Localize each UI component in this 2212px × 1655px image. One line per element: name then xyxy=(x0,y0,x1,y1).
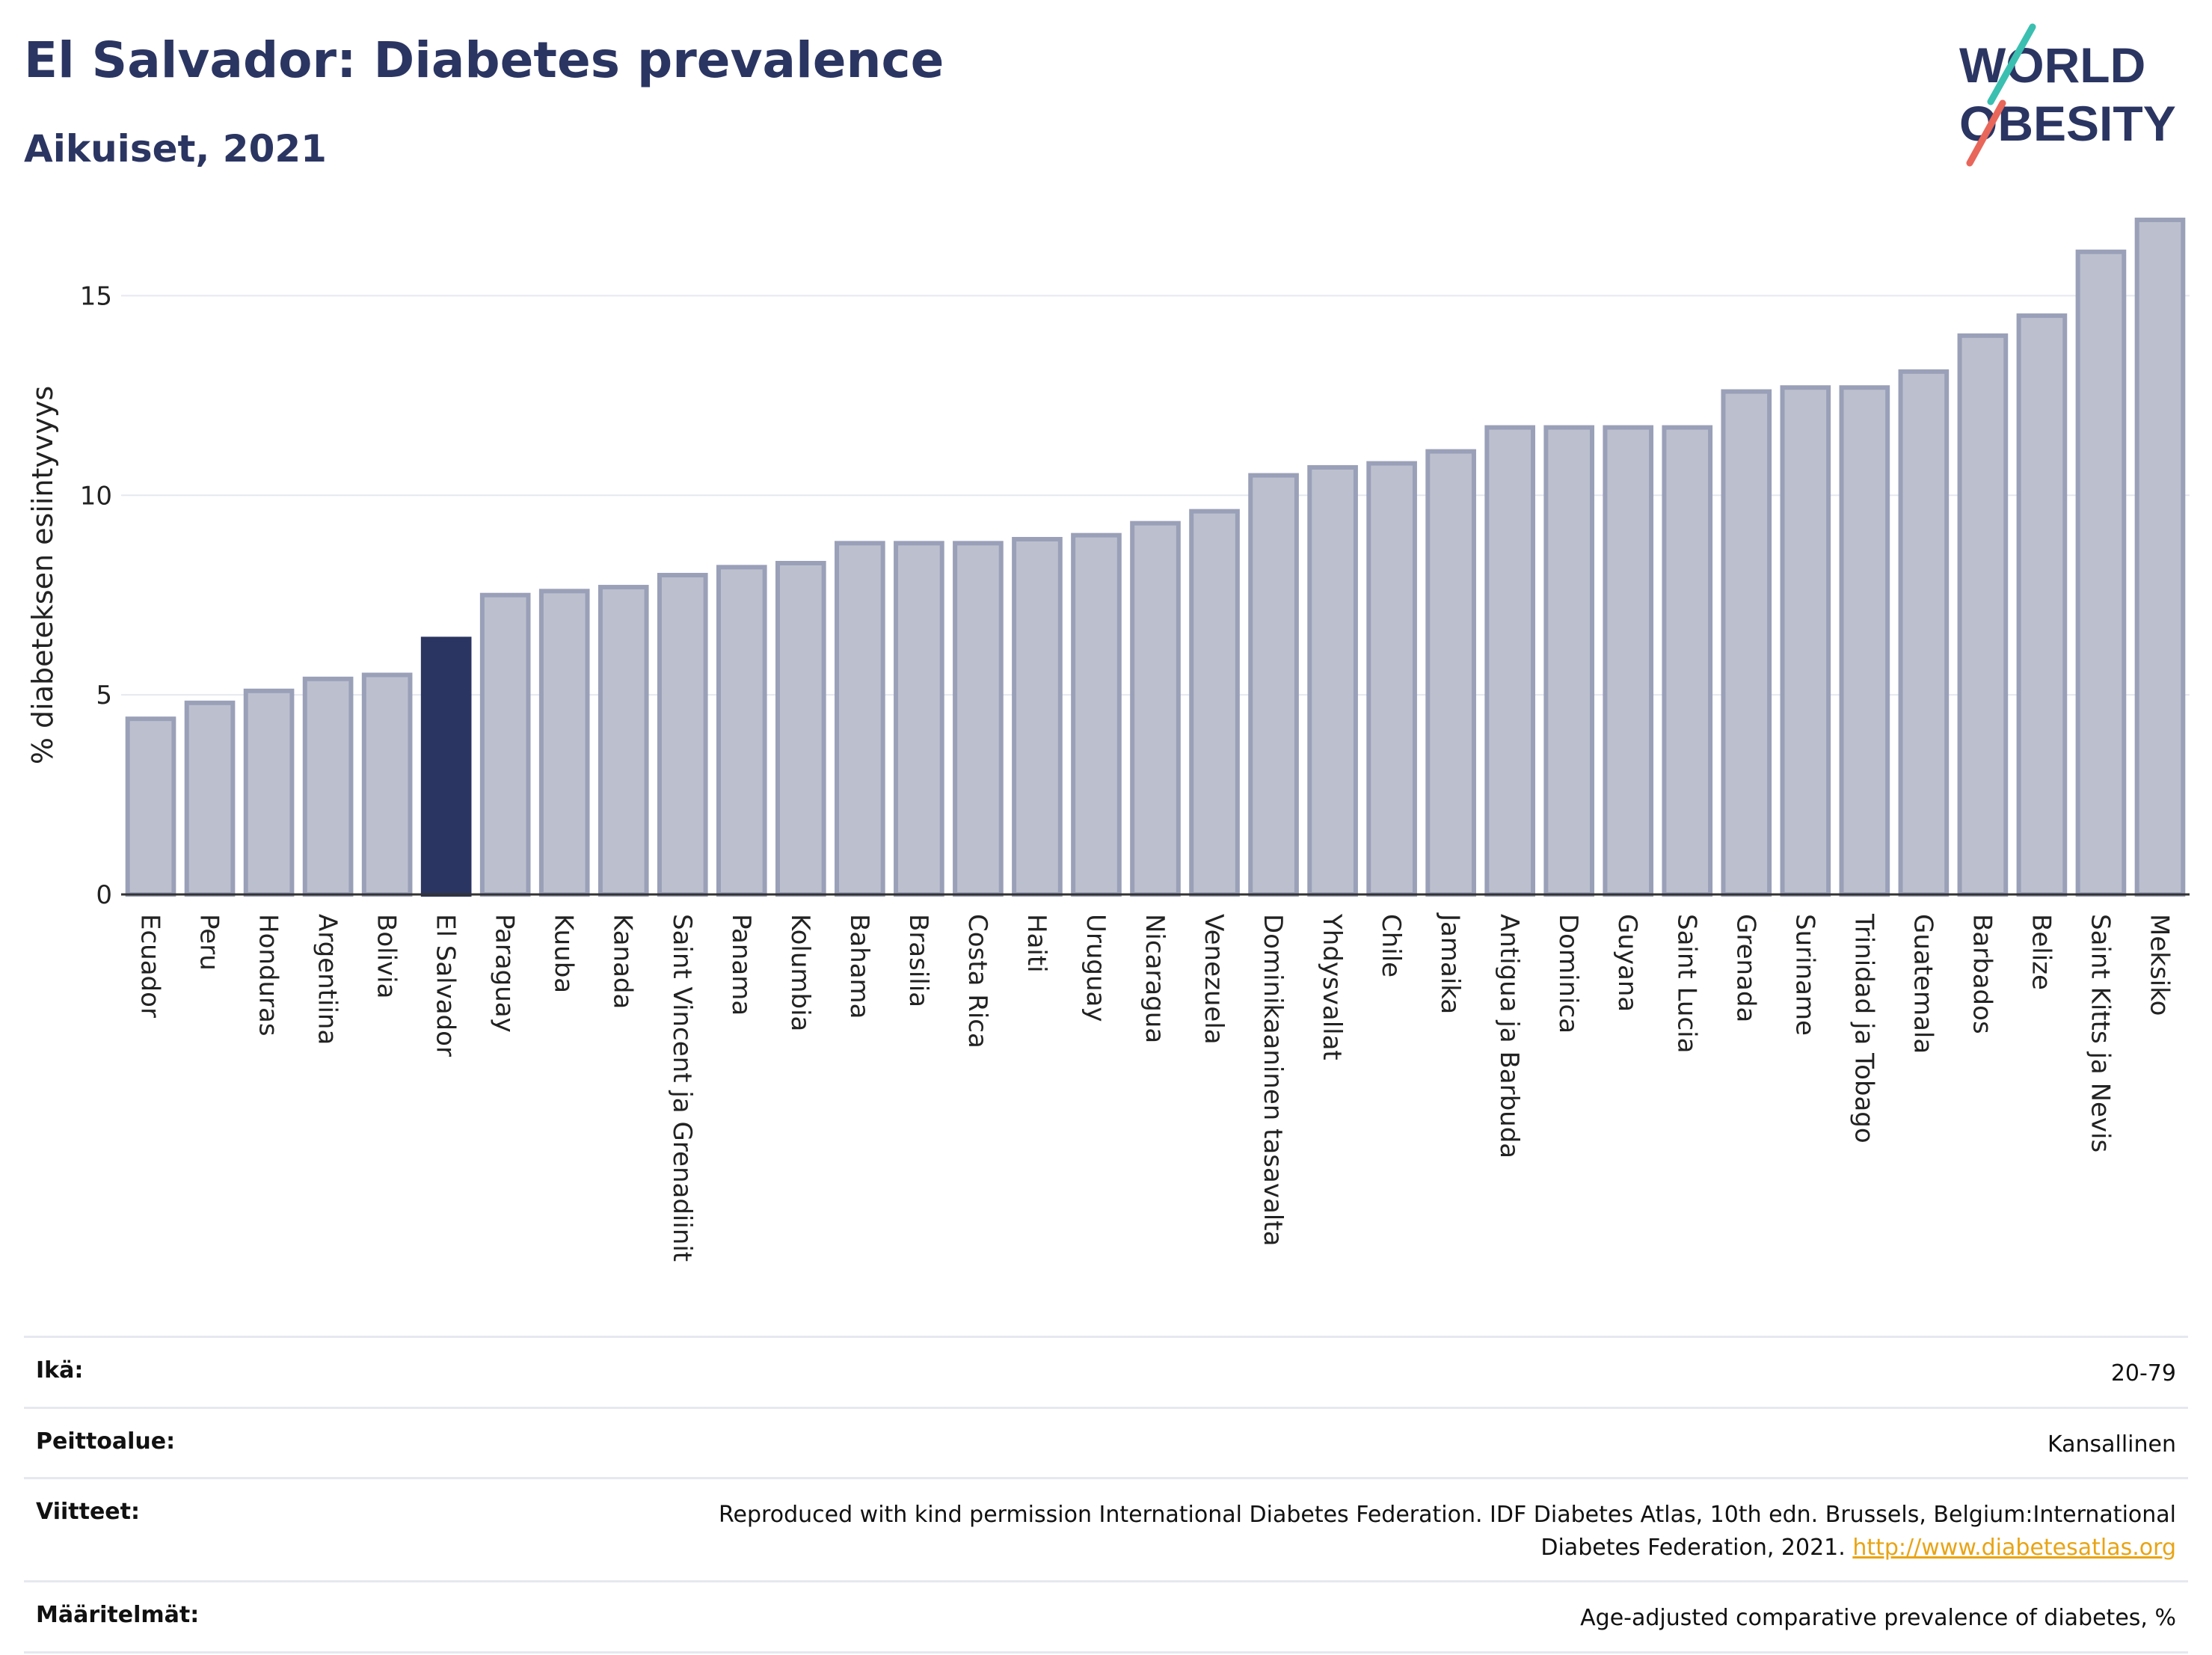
x-tick-label: Meksiko xyxy=(2144,914,2174,1016)
x-tick-label: Peru xyxy=(194,914,224,971)
x-tick-labels: Ecuador Peru Honduras Argentiina Bolivia El S… xyxy=(135,912,2175,1262)
bar xyxy=(1484,425,1535,897)
bar xyxy=(1248,473,1299,897)
x-tick-label: Suriname xyxy=(1789,914,1819,1036)
info-row-coverage: Peittoalue: Kansallinen xyxy=(24,1406,2188,1478)
x-tick-label: Brasilia xyxy=(903,914,933,1007)
x-tick-label: El Salvador xyxy=(431,914,461,1057)
x-tick-label: Saint Kitts ja Nevis xyxy=(2085,914,2115,1152)
x-tick-label: Panama xyxy=(726,914,756,1016)
x-tick-label: Saint Vincent ja Grenadiinit xyxy=(667,914,697,1262)
bar xyxy=(2016,313,2068,897)
bar xyxy=(538,589,590,897)
x-tick-label: Kanada xyxy=(608,914,638,1009)
x-tick-label: Guyana xyxy=(1612,914,1642,1012)
x-tick-label: Guatemala xyxy=(1908,914,1938,1054)
logo-line1: WORLD xyxy=(1959,37,2145,93)
bar xyxy=(361,672,413,897)
bar xyxy=(775,561,826,897)
bar xyxy=(1780,385,1831,897)
bar xyxy=(835,541,885,897)
bar xyxy=(1307,464,1358,897)
x-tick-label: Grenada xyxy=(1730,914,1760,1022)
y-tick-label: 5 xyxy=(96,681,112,710)
x-tick-label: Kuuba xyxy=(549,914,579,993)
info-key: Ikä: xyxy=(36,1357,84,1384)
y-tick-label: 0 xyxy=(96,880,112,910)
info-value: 20-79 xyxy=(2110,1360,2176,1387)
info-row-references: Viitteet: Reproduced with kind permissio… xyxy=(24,1477,2188,1580)
y-tick-label: 10 xyxy=(80,481,112,511)
bar-chart: 0 5 10 15 Ecuador Peru Honduras Argentiina Boli… xyxy=(26,218,2190,1262)
bar xyxy=(597,585,649,897)
bar-highlight xyxy=(420,636,472,897)
bar xyxy=(2134,218,2186,897)
chart-title: El Salvador: Diabetes prevalence xyxy=(24,31,944,89)
bar xyxy=(1130,521,1181,897)
x-tick-label: Bahama xyxy=(844,914,874,1019)
x-tick-label: Nicaragua xyxy=(1140,914,1170,1043)
bar xyxy=(479,592,531,897)
info-value: Age-adjusted comparative prevalence of d… xyxy=(1580,1605,2176,1631)
chart-subtitle: Aikuiset, 2021 xyxy=(24,127,327,171)
bar xyxy=(1839,385,1890,897)
bar xyxy=(1425,449,1476,897)
x-tick-label: Chile xyxy=(1376,914,1406,977)
reference-link[interactable]: http://www.diabetesatlas.org xyxy=(1852,1534,2176,1561)
bar xyxy=(1543,425,1595,897)
x-tick-label: Trinidad ja Tobago xyxy=(1849,913,1878,1143)
world-obesity-logo: WORLD OBESITY xyxy=(1959,23,2176,167)
bar xyxy=(894,541,944,897)
bar xyxy=(1189,509,1240,897)
bar xyxy=(1662,425,1713,897)
info-table: Ikä: 20-79 Peittoalue: Kansallinen Viitt… xyxy=(24,1336,2188,1654)
bar xyxy=(2075,249,2127,897)
x-tick-label: Antigua ja Barbuda xyxy=(1494,914,1524,1158)
bar xyxy=(1957,333,2009,897)
x-tick-label: Uruguay xyxy=(1081,914,1110,1022)
info-row-definitions: Määritelmät: Age-adjusted comparative pr… xyxy=(24,1580,2188,1654)
logo-line2: OBESITY xyxy=(1959,96,2176,151)
x-tick-label: Barbados xyxy=(1967,914,1997,1034)
info-key: Määritelmät: xyxy=(36,1602,200,1628)
x-tick-label: Belize xyxy=(2026,914,2056,990)
bars xyxy=(125,218,2186,897)
x-tick-label: Argentiina xyxy=(313,914,342,1045)
bar xyxy=(184,700,236,897)
bar xyxy=(953,541,1004,897)
info-key: Peittoalue: xyxy=(36,1428,176,1455)
bar xyxy=(716,565,767,897)
info-row-age: Ikä: 20-79 xyxy=(24,1336,2188,1407)
bar xyxy=(302,676,354,897)
x-tick-label: Saint Lucia xyxy=(1671,914,1701,1053)
y-tick-label: 15 xyxy=(80,281,112,311)
x-tick-label: Paraguay xyxy=(490,914,520,1033)
x-tick-label: Haiti xyxy=(1021,914,1051,973)
info-value: Kansallinen xyxy=(2047,1431,2176,1458)
x-tick-label: Honduras xyxy=(254,914,283,1037)
info-key: Viitteet: xyxy=(36,1499,140,1525)
bar xyxy=(1603,425,1654,897)
x-tick-label: Dominica xyxy=(1553,914,1583,1034)
x-tick-label: Venezuela xyxy=(1199,914,1229,1045)
info-value: Reproduced with kind permission Internat… xyxy=(643,1499,2176,1564)
bar xyxy=(125,716,176,897)
x-tick-label: Ecuador xyxy=(135,914,165,1018)
bar xyxy=(243,688,295,897)
bar xyxy=(1721,389,1772,897)
y-axis-title: % diabeteksen esiintyvyys xyxy=(26,386,59,764)
bar xyxy=(1071,532,1122,897)
x-tick-label: Bolivia xyxy=(372,914,402,998)
y-tick-labels: 0 5 10 15 xyxy=(80,281,112,910)
x-tick-label: Yhdysvallat xyxy=(1317,913,1347,1060)
x-tick-label: Jamaika xyxy=(1435,912,1465,1014)
x-tick-label: Costa Rica xyxy=(962,914,992,1048)
bar xyxy=(1366,461,1417,897)
x-tick-label: Dominikaaninen tasavalta xyxy=(1258,914,1288,1246)
bar xyxy=(1012,536,1063,897)
bar xyxy=(657,573,708,897)
reference-text: Reproduced with kind permission Internat… xyxy=(719,1502,2176,1561)
bar xyxy=(1898,369,1950,897)
x-tick-label: Kolumbia xyxy=(785,914,815,1031)
